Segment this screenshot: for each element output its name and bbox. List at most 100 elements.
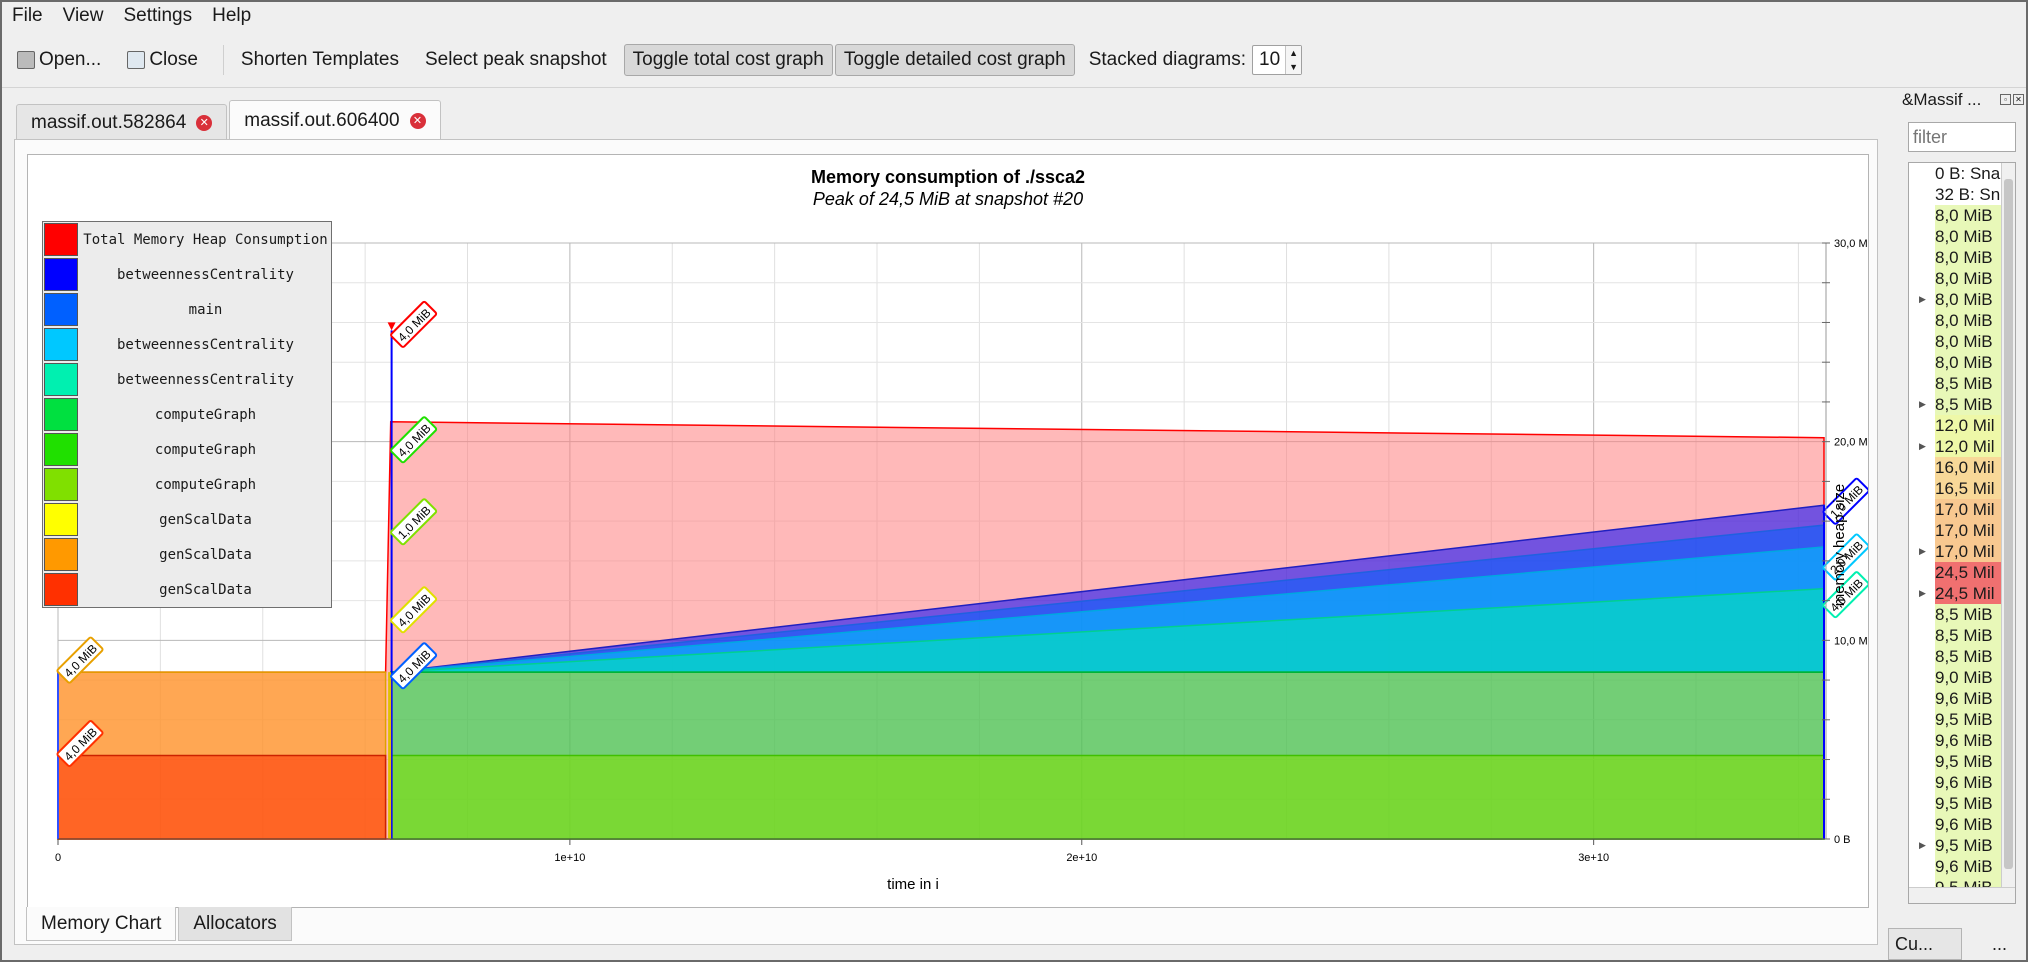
tab-massif-582864[interactable]: massif.out.582864 ✕ — [16, 104, 228, 140]
expand-arrow-icon[interactable]: ▶ — [1919, 588, 1926, 598]
stacked-diagrams-spinbox[interactable]: 10 ▲ ▼ — [1252, 44, 1303, 75]
snapshot-row[interactable]: 17,0 Mil — [1909, 520, 2015, 541]
snapshot-row[interactable]: ▶ 12,0 Mil — [1909, 436, 2015, 457]
snapshot-row[interactable]: 8,5 MiB — [1909, 604, 2015, 625]
snapshot-row[interactable]: 9,6 MiB — [1909, 730, 2015, 751]
snapshot-row[interactable]: 8,5 MiB — [1909, 646, 2015, 667]
snapshot-label: 16,0 Mil — [1935, 457, 2015, 478]
x-tick-label: 1e+10 — [554, 852, 585, 864]
snapshot-row[interactable]: 8,5 MiB — [1909, 373, 2015, 394]
y-axis-label: memory heap size — [1831, 484, 1848, 607]
snapshot-label: 17,0 Mil — [1935, 520, 2015, 541]
spin-up-icon[interactable]: ▲ — [1289, 47, 1298, 58]
chart-areas — [57, 322, 1825, 840]
snapshot-row[interactable]: 32 B: Sn — [1909, 184, 2015, 205]
snapshot-row[interactable]: ▶ 8,0 MiB — [1909, 289, 2015, 310]
snapshot-row[interactable]: 8,5 MiB — [1909, 625, 2015, 646]
snapshot-label: 17,0 Mil — [1935, 499, 2015, 520]
snapshot-row[interactable]: 9,5 MiB — [1909, 793, 2015, 814]
legend-label: genScalData — [159, 546, 252, 563]
value-tag-box — [390, 498, 438, 546]
dock-close-icon[interactable]: ✕ — [2013, 94, 2024, 105]
spin-down-icon[interactable]: ▼ — [1289, 61, 1298, 72]
snapshot-label: 9,6 MiB — [1935, 688, 2013, 709]
menu-help[interactable]: Help — [212, 5, 252, 26]
view-tab-bar: Memory Chart Allocators — [26, 907, 294, 941]
snapshot-row[interactable]: 16,5 Mil — [1909, 478, 2015, 499]
value-tag-box — [56, 720, 104, 768]
snapshot-row[interactable]: 8,0 MiB — [1909, 310, 2015, 331]
snapshot-row[interactable]: ▶ 8,5 MiB — [1909, 394, 2015, 415]
snapshot-row[interactable]: 8,0 MiB — [1909, 268, 2015, 289]
area-computegraph-lime — [389, 754, 1825, 840]
expand-arrow-icon[interactable]: ▶ — [1919, 840, 1926, 850]
snapshot-label: 32 B: Sn — [1935, 184, 2015, 205]
tab-close-icon[interactable]: ✕ — [409, 112, 426, 129]
menu-file[interactable]: File — [12, 5, 43, 26]
snapshot-row[interactable]: 9,6 MiB — [1909, 772, 2015, 793]
snapshot-row[interactable]: 9,5 MiB — [1909, 751, 2015, 772]
legend-swatch — [44, 433, 78, 466]
snapshot-row[interactable]: 24,5 Mil — [1909, 562, 2015, 583]
snapshot-row[interactable]: 9,5 MiB — [1909, 709, 2015, 730]
dock-more-button[interactable]: ... — [1992, 934, 2008, 954]
shorten-templates-button[interactable]: Shorten Templates — [240, 48, 399, 70]
snapshot-row[interactable]: 9,6 MiB — [1909, 814, 2015, 835]
snapshot-row[interactable]: 0 B: Sna — [1909, 163, 2015, 184]
snapshot-row[interactable]: 9,6 MiB — [1909, 856, 2015, 877]
expand-arrow-icon[interactable]: ▶ — [1919, 546, 1926, 556]
snapshot-row[interactable]: 8,0 MiB — [1909, 247, 2015, 268]
spinbox-arrows[interactable]: ▲ ▼ — [1285, 45, 1302, 74]
menu-settings[interactable]: Settings — [123, 5, 193, 26]
dock-bottom-tab[interactable]: Cu... — [1888, 928, 1962, 960]
snapshot-row[interactable]: ▶ 9,5 MiB — [1909, 835, 2015, 856]
stacked-diagrams-value[interactable]: 10 — [1259, 48, 1281, 70]
chart-legend: Total Memory Heap Consumption betweenness… — [42, 221, 332, 608]
open-button[interactable]: Open... — [8, 44, 110, 76]
snapshot-row[interactable]: 12,0 Mil — [1909, 415, 2015, 436]
dock-float-icon[interactable]: ▫ — [2000, 94, 2011, 105]
toolbar-separator — [222, 44, 224, 75]
legend-label: computeGraph — [154, 406, 257, 423]
peak-marker — [387, 322, 396, 331]
expand-arrow-icon[interactable]: ▶ — [1919, 399, 1926, 409]
snapshot-label: 24,5 Mil — [1935, 583, 2015, 604]
snapshot-row[interactable]: 9,0 MiB — [1909, 667, 2015, 688]
expand-arrow-icon[interactable]: ▶ — [1919, 294, 1926, 304]
value-tag-box — [390, 300, 438, 348]
tab-close-icon[interactable]: ✕ — [196, 114, 213, 131]
select-peak-snapshot-button[interactable]: Select peak snapshot — [424, 48, 607, 70]
x-tick-label: 0 — [55, 852, 61, 864]
snapshot-vertical-scrollbar[interactable] — [2001, 163, 2015, 887]
expand-arrow-icon[interactable]: ▶ — [1919, 441, 1926, 451]
toggle-detailed-cost-button[interactable]: Toggle detailed cost graph — [834, 43, 1075, 76]
snapshot-row[interactable]: 8,0 MiB — [1909, 352, 2015, 373]
snapshot-row[interactable]: 16,0 Mil — [1909, 457, 2015, 478]
snapshot-tree[interactable]: 0 B: Sna 32 B: Sn 8,0 MiB 8,0 MiB 8,0 MiB 8,0… — [1908, 162, 2016, 904]
menu-view[interactable]: View — [62, 5, 104, 26]
snapshot-row[interactable]: 9,6 MiB — [1909, 688, 2015, 709]
snapshot-label: 12,0 Mil — [1935, 436, 2015, 457]
tab-allocators[interactable]: Allocators — [178, 907, 292, 941]
snapshot-label: 9,6 MiB — [1935, 730, 2013, 751]
snapshot-row[interactable]: 8,0 MiB — [1909, 205, 2015, 226]
tab-memory-chart[interactable]: Memory Chart — [26, 907, 177, 941]
filter-input[interactable] — [1908, 122, 2016, 152]
snapshot-horizontal-scrollbar[interactable] — [1909, 887, 2015, 903]
snapshot-row[interactable]: 17,0 Mil — [1909, 499, 2015, 520]
snapshot-label: 8,0 MiB — [1935, 331, 2013, 352]
chart-title: Memory consumption of ./ssca2 — [811, 167, 1085, 187]
snapshot-row[interactable]: ▶ 24,5 Mil — [1909, 583, 2015, 604]
snapshot-row[interactable]: 8,0 MiB — [1909, 331, 2015, 352]
tab-massif-606400[interactable]: massif.out.606400 ✕ — [229, 100, 441, 140]
memory-chart[interactable]: Memory consumption of ./ssca2 Peak of 24… — [27, 154, 1869, 908]
close-button[interactable]: Close — [118, 44, 207, 76]
value-tag-box — [1822, 571, 1868, 619]
snapshot-row[interactable]: ▶ 17,0 Mil — [1909, 541, 2015, 562]
snapshot-row[interactable]: 8,0 MiB — [1909, 226, 2015, 247]
snapshot-label: 9,5 MiB — [1935, 835, 2013, 856]
scrollbar-thumb[interactable] — [2004, 179, 2013, 869]
legend-entry: betweennessCentrality — [43, 257, 331, 292]
snapshot-label: 8,5 MiB — [1935, 625, 2013, 646]
toggle-total-cost-button[interactable]: Toggle total cost graph — [623, 43, 833, 76]
